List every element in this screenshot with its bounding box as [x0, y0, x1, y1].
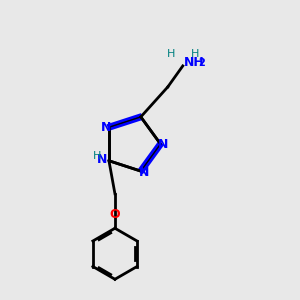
Text: H: H [190, 49, 199, 59]
Text: N: N [97, 153, 107, 166]
Text: O: O [110, 208, 120, 221]
Text: NH: NH [184, 56, 205, 69]
Text: N: N [158, 137, 169, 151]
Text: N: N [139, 166, 150, 179]
Text: N: N [101, 121, 111, 134]
Text: H: H [93, 151, 102, 161]
Text: 2: 2 [199, 58, 206, 68]
Text: H: H [167, 49, 175, 59]
